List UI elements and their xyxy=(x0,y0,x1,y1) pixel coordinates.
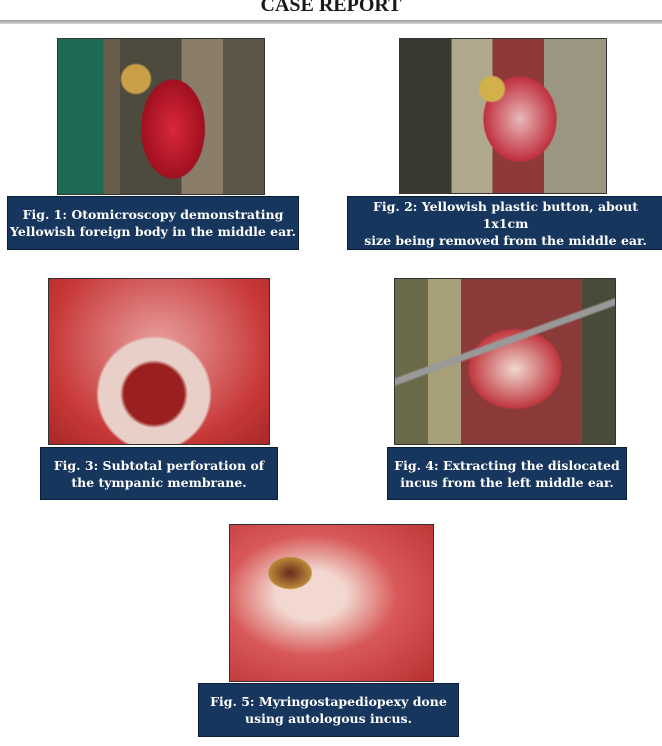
caption: Fig. 5: Myringostapediopexy done using au… xyxy=(198,683,459,737)
page-title: CASE REPORT xyxy=(260,0,402,16)
caption: Fig. 1: Otomicroscopy demonstrating Yello… xyxy=(7,196,299,250)
caption: Fig. 2: Yellowish plastic button, about … xyxy=(347,196,662,250)
caption: Fig. 4: Extracting the dislocated incus f… xyxy=(387,447,627,500)
caption-line: Fig. 2: Yellowish plastic button, about … xyxy=(373,198,638,231)
caption-line: Yellowish foreign body in the middle ear… xyxy=(10,224,296,239)
caption-line: Fig. 1: Otomicroscopy demonstrating xyxy=(22,207,284,222)
caption-line: Fig. 3: Subtotal perforation of xyxy=(53,457,265,473)
caption-line: Fig. 5: Myringostapediopexy done xyxy=(210,694,447,709)
figure-image xyxy=(399,38,607,194)
caption: Fig. 3: Subtotal perforation of the tympa… xyxy=(40,447,278,500)
figure-image xyxy=(229,524,434,682)
caption-line: using autologous incus. xyxy=(245,711,412,726)
figure-image xyxy=(48,278,270,445)
caption-line: the tympanic membrane. xyxy=(71,474,247,490)
caption-line: incus from the left middle ear. xyxy=(400,474,614,490)
figure-image xyxy=(57,38,265,195)
header-rule xyxy=(0,20,662,24)
caption-line: size being removed from the middle ear. xyxy=(364,232,647,248)
figure-image xyxy=(394,278,616,445)
caption-line: Fig. 4: Extracting the dislocated xyxy=(394,457,620,473)
